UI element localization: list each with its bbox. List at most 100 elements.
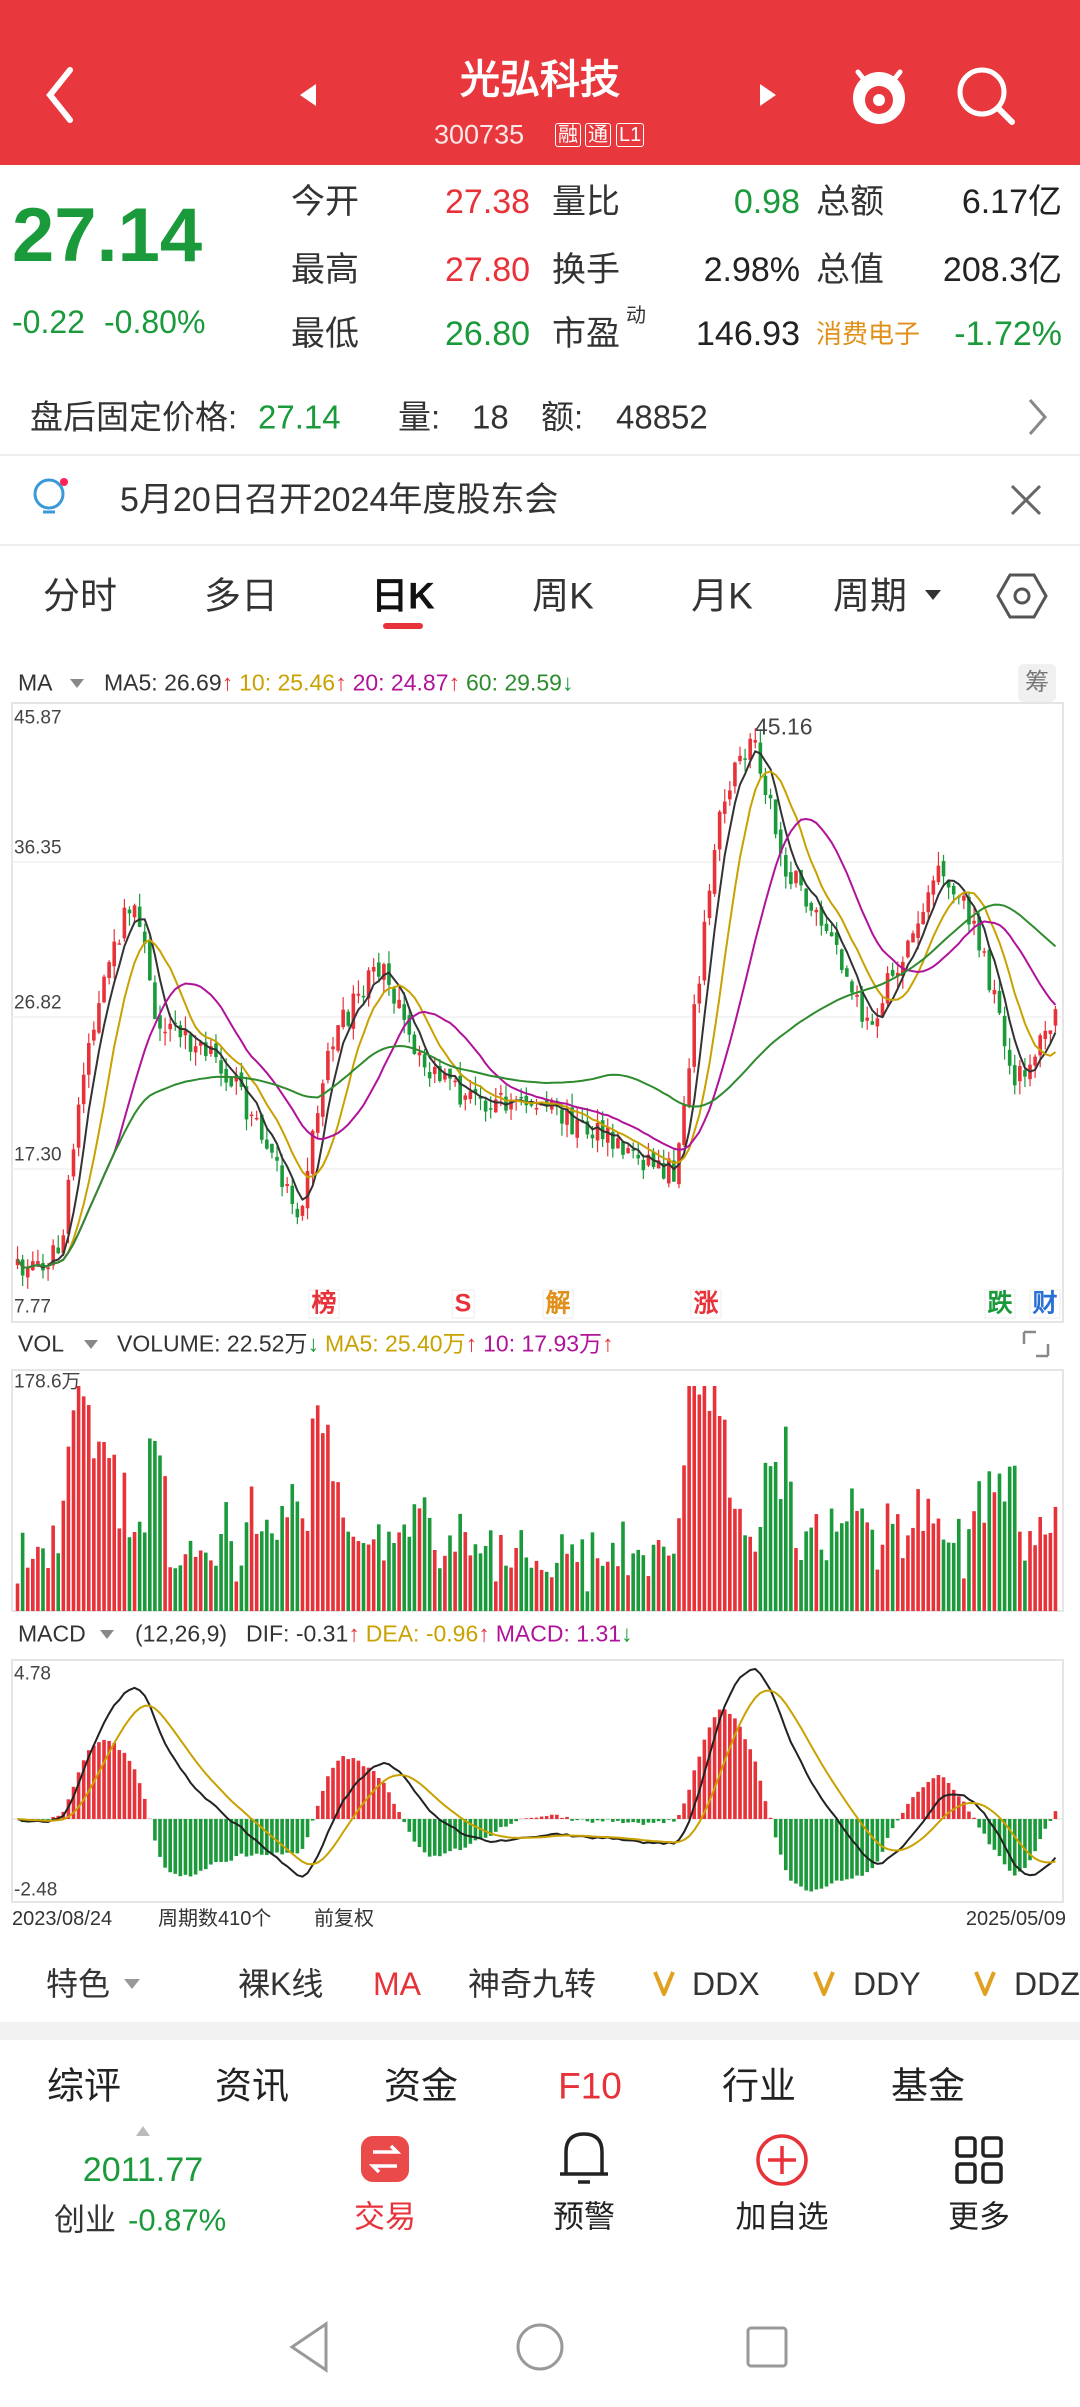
trade-icon[interactable]: [361, 2136, 409, 2182]
more-arrow[interactable]: [1028, 399, 1048, 435]
action[interactable]: 交易: [354, 2199, 416, 2235]
vol-dropdown[interactable]: [84, 1340, 98, 1349]
candle: [758, 742, 763, 774]
ma-selector[interactable]: MA: [18, 669, 53, 696]
action[interactable]: 预警: [553, 2199, 615, 2235]
expand-icon[interactable]: [1022, 1330, 1050, 1358]
macd-bar: [870, 1819, 875, 1869]
volume-bar: [875, 1569, 880, 1611]
macd-bar: [514, 1819, 518, 1822]
candle: [259, 1114, 264, 1140]
nav-recent[interactable]: [746, 2326, 788, 2368]
event-marker[interactable]: 跌: [984, 1289, 1016, 1319]
chart-tab[interactable]: 分时: [43, 575, 117, 617]
settings-icon[interactable]: [996, 573, 1048, 619]
volume-bar: [880, 1544, 885, 1611]
volume-bar: [982, 1522, 987, 1611]
volume-legend: VOLUME: 22.52万↓ MA5: 25.40万↑ 10: 17.93万↑: [117, 1332, 614, 1356]
macd-selector[interactable]: MACD: [18, 1620, 86, 1647]
volume-bar: [580, 1539, 585, 1611]
period-dropdown[interactable]: [925, 590, 941, 600]
volume-bar: [519, 1530, 524, 1611]
badge: L1: [616, 123, 645, 147]
vol-selector[interactable]: VOL: [18, 1330, 65, 1357]
volume-bar: [911, 1527, 915, 1611]
bottom-tab[interactable]: F10: [558, 2065, 622, 2107]
candle: [1023, 1070, 1027, 1077]
more-icon[interactable]: [955, 2136, 1003, 2184]
macd-bar: [926, 1782, 931, 1819]
macd-max-label: 4.78: [14, 1663, 51, 1685]
macd-bar: [611, 1819, 615, 1822]
macd-bar: [361, 1766, 366, 1819]
volume-bar: [326, 1424, 330, 1611]
volume-bar: [585, 1591, 590, 1611]
macd-bar: [651, 1819, 656, 1823]
add-watch-icon[interactable]: [756, 2134, 808, 2186]
chart-tab[interactable]: 月K: [691, 575, 753, 617]
search-icon[interactable]: [957, 67, 1015, 125]
macd-bar: [616, 1819, 620, 1821]
indicator[interactable]: DDZ: [1014, 1966, 1080, 2002]
chip-button[interactable]: 筹: [1025, 669, 1049, 696]
volume-bar: [768, 1466, 773, 1611]
volume-bar: [555, 1562, 559, 1611]
macd-bar: [895, 1819, 900, 1821]
bottom-tab[interactable]: 行业: [722, 2065, 796, 2107]
chip-button-bg[interactable]: [1018, 664, 1056, 702]
bottom-tab[interactable]: 资讯: [215, 2065, 289, 2107]
bottom-tab[interactable]: 综评: [47, 2065, 121, 2107]
macd-dropdown[interactable]: [100, 1630, 114, 1639]
avatar-icon[interactable]: [853, 69, 905, 124]
feature-dropdown[interactable]: [124, 1979, 140, 1989]
event-marker[interactable]: 涨: [690, 1289, 722, 1319]
macd-bar: [784, 1819, 788, 1871]
next-stock[interactable]: [760, 84, 776, 106]
volume-bar: [361, 1543, 366, 1611]
chart-tab[interactable]: 日K: [371, 575, 435, 617]
indicator[interactable]: 裸K线: [238, 1966, 324, 2002]
macd-bar: [921, 1787, 925, 1819]
alert-icon[interactable]: [560, 2132, 608, 2184]
macd-bar: [911, 1797, 915, 1819]
close-notice[interactable]: [1010, 484, 1042, 516]
chart-tab[interactable]: 多日: [204, 575, 278, 617]
event-marker[interactable]: 财: [1029, 1289, 1061, 1319]
candle: [509, 1100, 513, 1110]
candle: [97, 1003, 101, 1033]
bottom-tab[interactable]: 基金: [891, 2065, 965, 2107]
indicator[interactable]: 特色: [46, 1966, 111, 2002]
event-marker[interactable]: S: [451, 1289, 475, 1319]
macd-bar: [809, 1819, 814, 1892]
volume-bar: [1018, 1531, 1022, 1611]
nav-home[interactable]: [516, 2323, 564, 2371]
macd-bar: [219, 1819, 223, 1862]
macd-bar: [575, 1819, 580, 1821]
indicator[interactable]: DDX: [692, 1966, 760, 2002]
chart-tab[interactable]: 周期: [833, 575, 907, 617]
event-marker[interactable]: 解: [542, 1289, 574, 1319]
back-button[interactable]: [46, 67, 73, 123]
macd-bar: [310, 1819, 315, 1821]
notice[interactable]: 5月20日召开2024年度股东会: [120, 481, 559, 519]
volume-bar: [295, 1501, 300, 1611]
action[interactable]: 更多: [948, 2199, 1010, 2235]
indicator[interactable]: 神奇九转: [468, 1966, 597, 2002]
macd-bar: [819, 1819, 824, 1889]
ma-dropdown[interactable]: [70, 679, 84, 688]
bottom-tab[interactable]: 资金: [384, 2065, 458, 2107]
prev-stock[interactable]: [300, 84, 316, 106]
indicator[interactable]: MA: [373, 1966, 421, 2002]
macd-bar: [834, 1819, 839, 1881]
candle: [432, 1067, 437, 1075]
chart-tab[interactable]: 周K: [532, 575, 594, 617]
candle: [656, 1160, 661, 1169]
event-marker[interactable]: 榜: [308, 1289, 340, 1319]
indicator[interactable]: DDY: [853, 1966, 921, 2002]
nav-back[interactable]: [289, 2321, 328, 2373]
action[interactable]: 加自选: [735, 2199, 829, 2235]
volume-bar: [371, 1539, 376, 1611]
candle: [590, 1134, 595, 1139]
volume-bar: [1038, 1517, 1042, 1611]
candle: [860, 991, 864, 1022]
